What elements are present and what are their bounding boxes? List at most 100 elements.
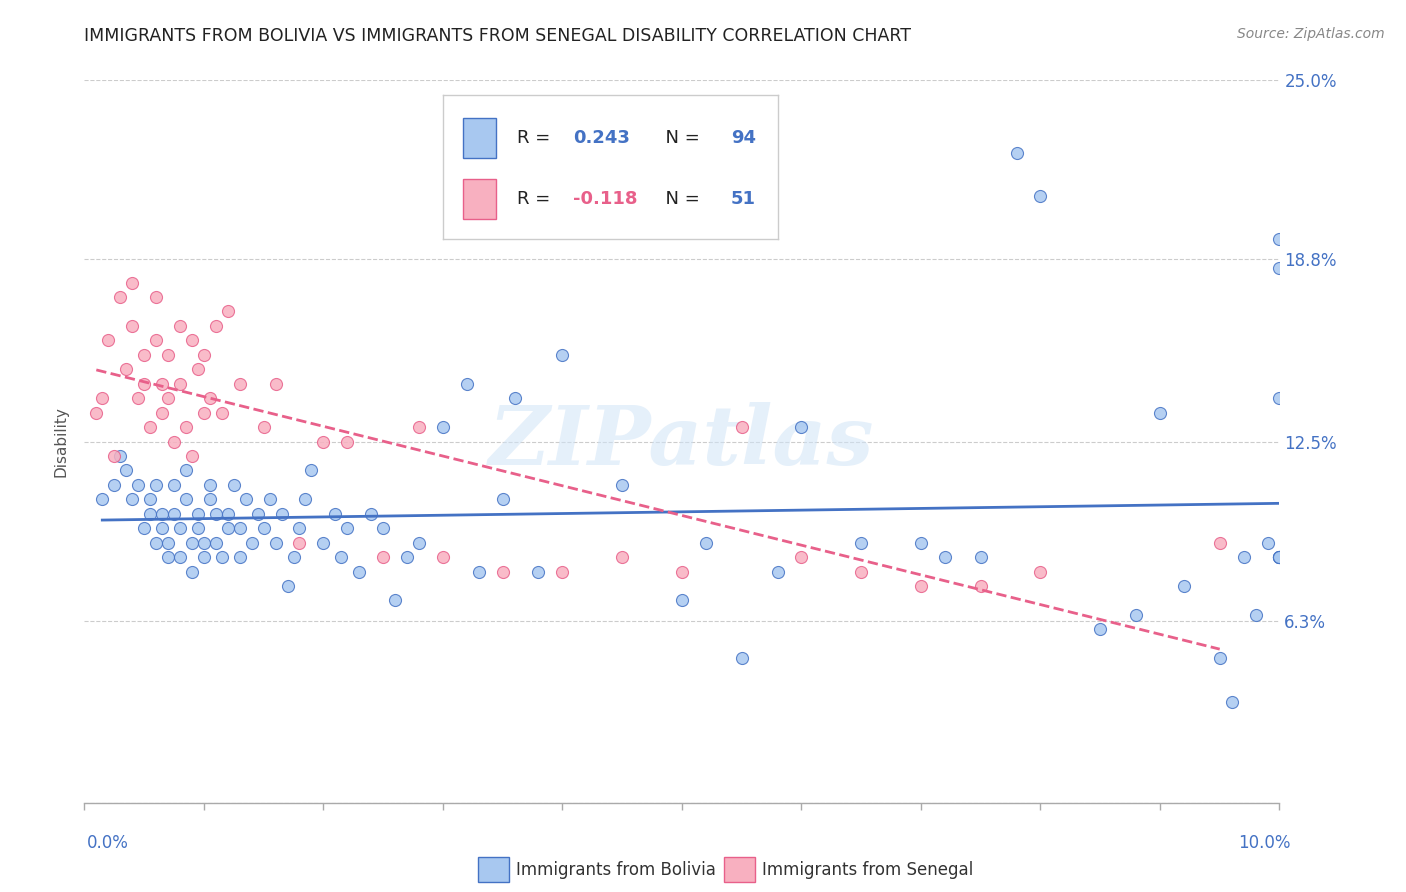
Point — [264, 376, 287, 391]
Point — [432, 550, 454, 565]
Point — [235, 492, 257, 507]
Point — [139, 420, 162, 434]
Point — [325, 507, 347, 521]
Point — [229, 550, 252, 565]
Point — [169, 550, 191, 565]
Point — [264, 535, 287, 549]
Point — [360, 507, 382, 521]
Point — [1268, 232, 1291, 246]
Point — [851, 565, 873, 579]
Point — [174, 420, 197, 434]
Point — [1220, 695, 1243, 709]
Y-axis label: Disability: Disability — [53, 406, 69, 477]
Point — [157, 550, 180, 565]
Point — [336, 521, 359, 535]
Point — [312, 535, 335, 549]
Point — [970, 550, 993, 565]
Point — [163, 434, 186, 449]
Point — [205, 507, 228, 521]
Point — [150, 507, 173, 521]
Point — [253, 420, 276, 434]
Point — [1149, 406, 1171, 420]
Point — [121, 276, 143, 290]
Point — [336, 434, 359, 449]
Point — [612, 478, 634, 492]
Point — [150, 521, 173, 535]
Point — [139, 492, 162, 507]
Point — [1209, 651, 1232, 665]
Point — [181, 449, 204, 463]
Point — [277, 579, 299, 593]
Point — [150, 406, 173, 420]
Point — [330, 550, 353, 565]
Text: Immigrants from Bolivia: Immigrants from Bolivia — [516, 861, 716, 879]
Point — [187, 362, 209, 376]
Point — [163, 507, 186, 521]
Point — [169, 318, 191, 333]
Point — [150, 376, 173, 391]
Point — [145, 290, 167, 304]
Point — [288, 521, 311, 535]
Point — [163, 478, 186, 492]
Point — [145, 334, 167, 348]
Point — [790, 550, 813, 565]
Point — [91, 391, 114, 405]
Text: Source: ZipAtlas.com: Source: ZipAtlas.com — [1237, 27, 1385, 41]
Point — [294, 492, 316, 507]
Text: 0.0%: 0.0% — [87, 834, 129, 852]
Point — [373, 521, 395, 535]
Point — [121, 492, 143, 507]
Point — [198, 478, 221, 492]
Point — [731, 651, 754, 665]
Point — [127, 478, 149, 492]
Point — [503, 391, 526, 405]
Point — [288, 535, 311, 549]
Point — [1233, 550, 1256, 565]
Text: 10.0%: 10.0% — [1239, 834, 1291, 852]
Point — [205, 535, 228, 549]
Point — [731, 420, 754, 434]
Point — [174, 492, 197, 507]
Point — [240, 535, 263, 549]
Text: ZIPatlas: ZIPatlas — [489, 401, 875, 482]
Point — [766, 565, 789, 579]
Point — [396, 550, 419, 565]
Text: Immigrants from Senegal: Immigrants from Senegal — [762, 861, 973, 879]
Point — [193, 550, 215, 565]
Point — [132, 521, 156, 535]
Point — [1268, 261, 1291, 276]
Point — [671, 593, 693, 607]
Point — [157, 535, 180, 549]
Text: IMMIGRANTS FROM BOLIVIA VS IMMIGRANTS FROM SENEGAL DISABILITY CORRELATION CHART: IMMIGRANTS FROM BOLIVIA VS IMMIGRANTS FR… — [84, 27, 911, 45]
Point — [211, 550, 233, 565]
Point — [110, 290, 132, 304]
Point — [169, 521, 191, 535]
Point — [910, 535, 932, 549]
Point — [1125, 607, 1147, 622]
Point — [181, 565, 204, 579]
Point — [157, 391, 180, 405]
Point — [790, 420, 813, 434]
Point — [132, 348, 156, 362]
Point — [115, 463, 138, 477]
Point — [103, 449, 125, 463]
Point — [1209, 535, 1232, 549]
Point — [970, 579, 993, 593]
Point — [1029, 189, 1052, 203]
Point — [1268, 550, 1291, 565]
Point — [312, 434, 335, 449]
Point — [349, 565, 371, 579]
Point — [695, 535, 717, 549]
Point — [205, 318, 228, 333]
Point — [169, 376, 191, 391]
Point — [132, 376, 156, 391]
Point — [1005, 145, 1028, 160]
Point — [408, 420, 430, 434]
Point — [187, 507, 209, 521]
Point — [301, 463, 323, 477]
Point — [1257, 535, 1279, 549]
Point — [384, 593, 406, 607]
Point — [157, 348, 180, 362]
Point — [97, 334, 120, 348]
Point — [217, 304, 239, 318]
